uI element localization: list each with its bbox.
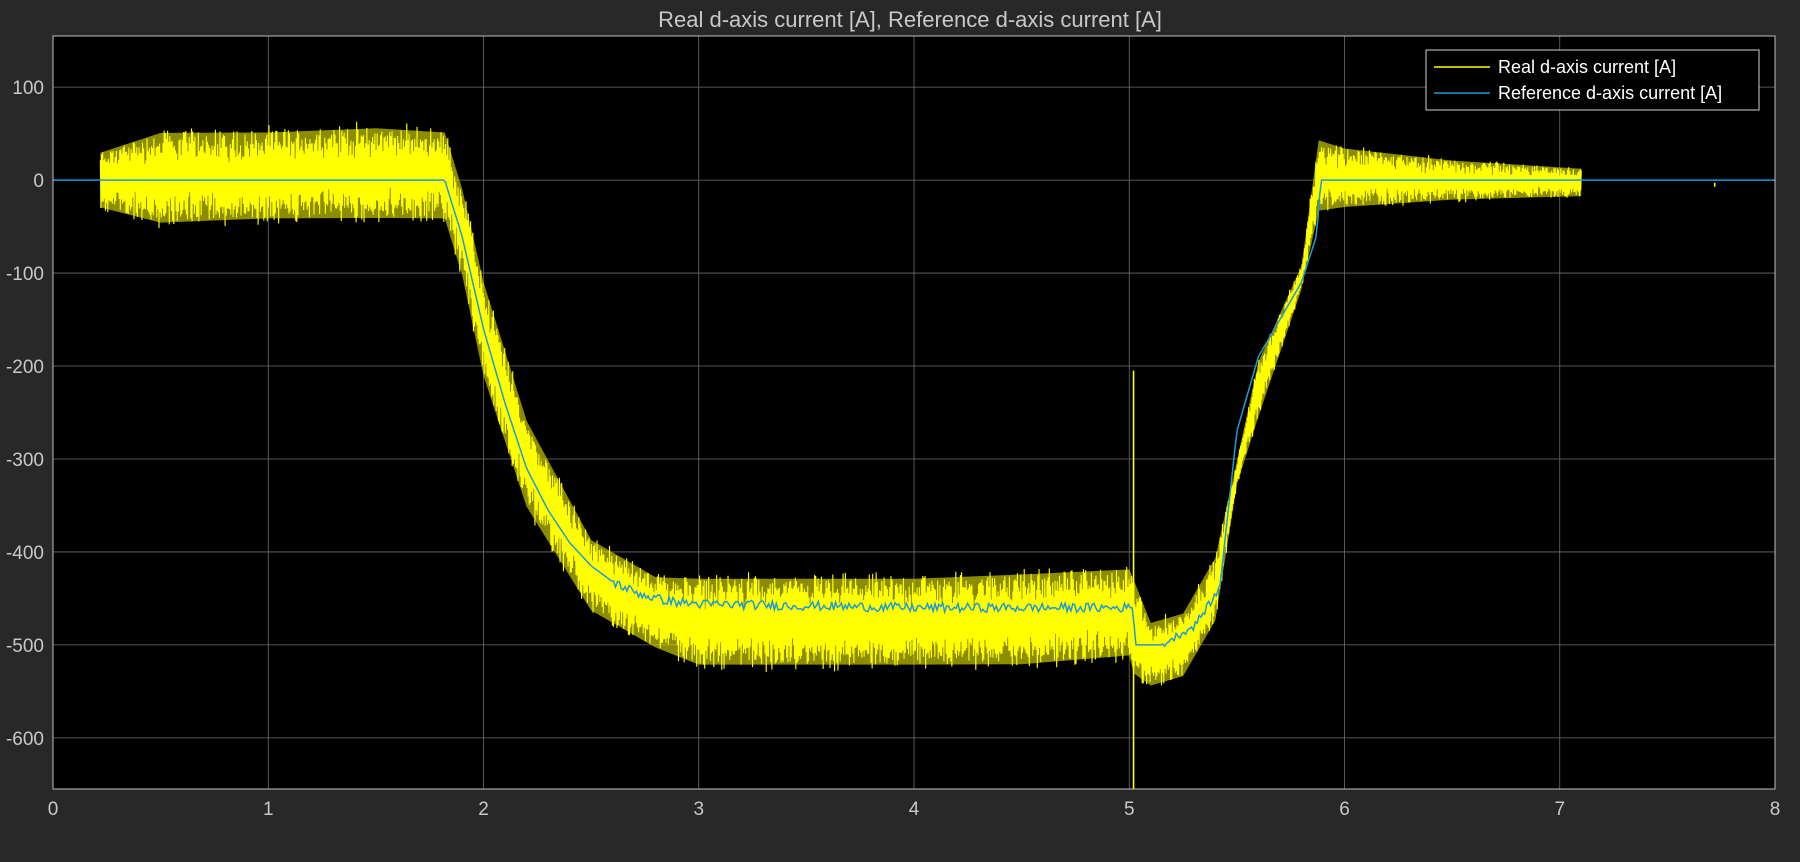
- x-tick-label: 5: [1124, 799, 1135, 820]
- y-tick-label: 100: [12, 78, 44, 99]
- legend-label: Real d-axis current [A]: [1498, 57, 1676, 77]
- y-tick-label: -200: [6, 357, 44, 378]
- y-tick-label: -400: [6, 543, 44, 564]
- legend-label: Reference d-axis current [A]: [1498, 83, 1722, 103]
- x-tick-label: 1: [263, 799, 274, 820]
- legend: Real d-axis current [A] Reference d-axis …: [1426, 50, 1759, 110]
- x-tick-label: 2: [478, 799, 489, 820]
- x-tick-label: 6: [1339, 799, 1350, 820]
- chart-title: Real d-axis current [A], Reference d-axi…: [658, 7, 1162, 32]
- y-tick-label: -100: [6, 264, 44, 285]
- y-tick-label: -500: [6, 636, 44, 657]
- x-tick-label: 7: [1554, 799, 1565, 820]
- y-tick-label: -300: [6, 450, 44, 471]
- x-tick-label: 4: [909, 799, 920, 820]
- x-tick-label: 0: [48, 799, 59, 820]
- y-tick-label: 0: [33, 171, 44, 192]
- x-tick-label: 8: [1770, 799, 1781, 820]
- y-tick-label: -600: [6, 729, 44, 750]
- x-tick-label: 3: [693, 799, 704, 820]
